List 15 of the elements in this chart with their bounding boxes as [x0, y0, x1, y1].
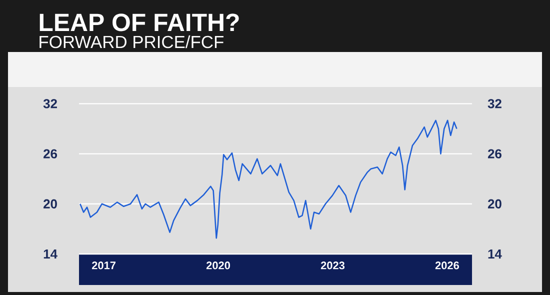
y2-tick-label: 14 [488, 250, 502, 258]
y2-tick-label: 32 [488, 99, 502, 108]
y-tick-label: 14 [44, 250, 58, 258]
x-tick-label: 2026 [435, 262, 459, 270]
line-series [79, 120, 458, 239]
y-tick-label: 26 [44, 149, 58, 158]
x-tick-label: 2023 [320, 262, 345, 270]
chart-subtitle: FORWARD PRICE/FCF [40, 35, 224, 48]
x-tick-label: 2020 [206, 262, 230, 270]
y-tick-label: 20 [44, 199, 57, 208]
chart-title: LEAP OF FAITH? [40, 14, 239, 32]
x-tick-label: 2017 [92, 262, 116, 270]
y2-tick-label: 20 [488, 199, 502, 208]
y-tick-label: 32 [43, 99, 57, 108]
y2-tick-label: 26 [488, 149, 502, 158]
